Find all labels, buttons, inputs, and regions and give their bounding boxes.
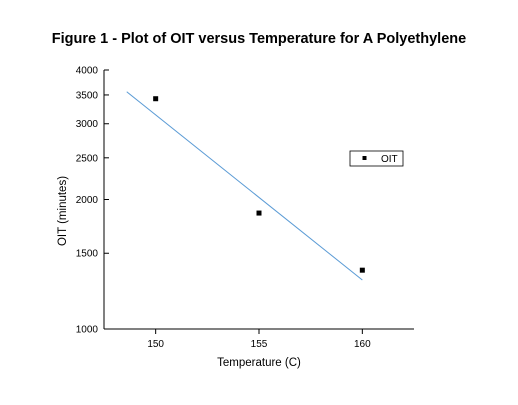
x-axis-title: Temperature (C) [217,357,301,369]
x-tick-label: 160 [354,339,371,350]
x-tick-label: 155 [251,339,268,350]
y-tick-label: 4000 [76,66,99,77]
y-tick-label: 3500 [76,90,99,101]
y-tick-label: 2000 [76,195,99,206]
data-point [359,267,365,273]
legend-label: OIT [381,154,398,165]
y-tick-label: 1000 [76,325,99,336]
x-tick-label: 150 [147,339,164,350]
legend: OIT [349,150,404,167]
y-tick-label: 1500 [76,249,99,260]
data-points-group [153,96,365,273]
data-point [256,210,262,216]
fit-line-group [126,91,363,281]
data-point [153,96,159,102]
plot-axes: 1000 1500 2000 2500 3000 3500 4000 150 155 160 [76,66,414,350]
y-tick-label: 3000 [76,119,99,130]
legend-marker [362,156,367,160]
chart-title: Figure 1 - Plot of OIT versus Temperatur… [51,31,467,47]
y-tick-label: 2500 [76,153,99,164]
y-axis-title: OIT (minutes) [57,176,69,246]
legend-box [349,150,404,167]
fit-line [126,91,363,281]
